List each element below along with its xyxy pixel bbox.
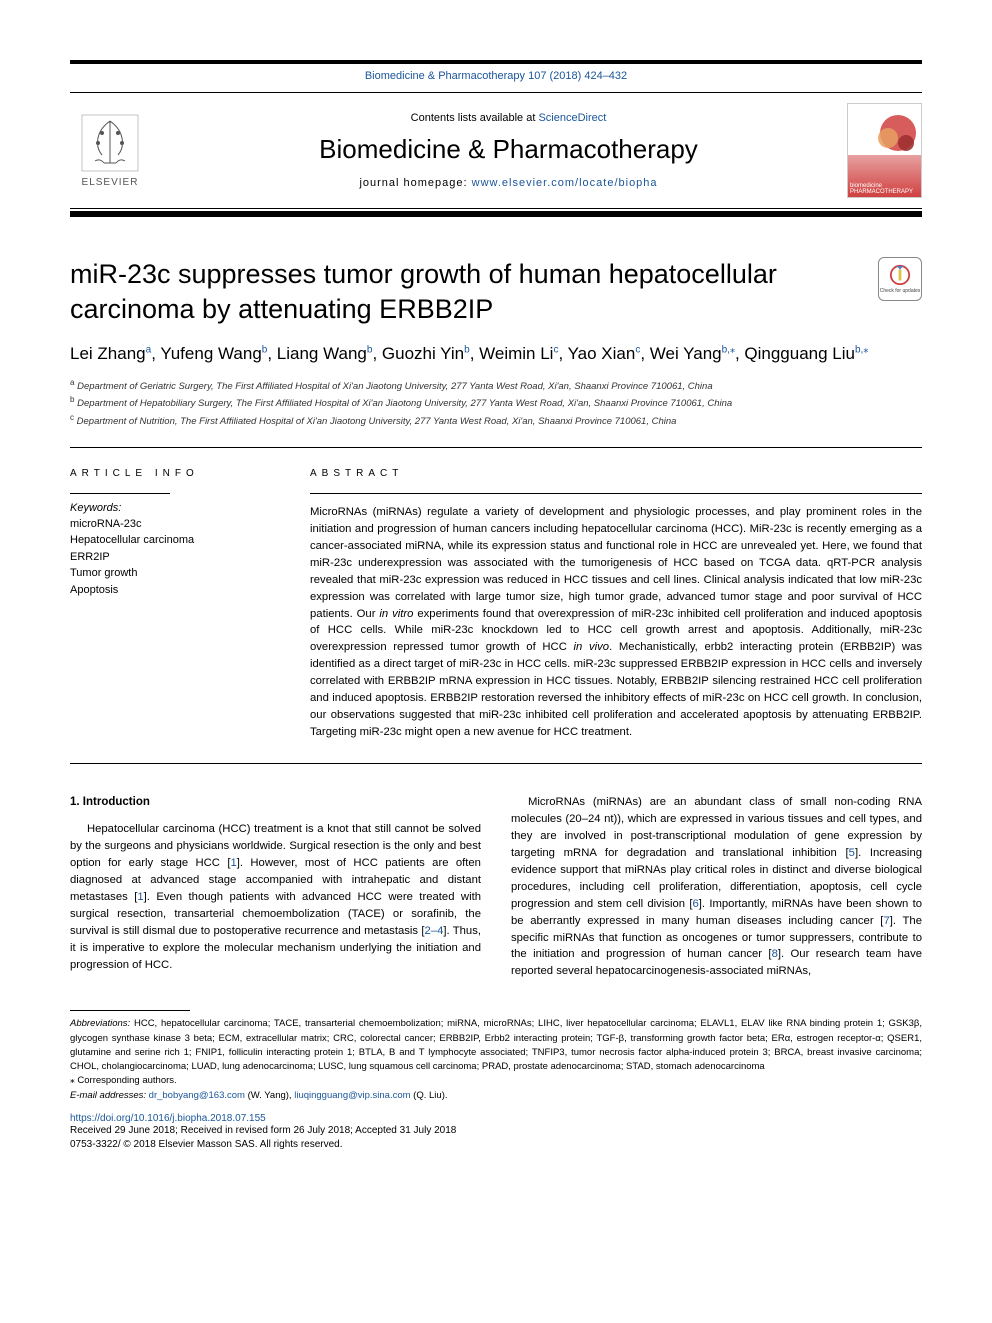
email1-who: (W. Yang), bbox=[245, 1090, 294, 1101]
journal-title: Biomedicine & Pharmacotherapy bbox=[170, 134, 847, 165]
affiliation-row: b Department of Hepatobiliary Surgery, T… bbox=[70, 394, 922, 411]
article-info-divider bbox=[70, 493, 170, 494]
divider-bottom bbox=[70, 763, 922, 764]
keywords-label: Keywords: bbox=[70, 502, 270, 514]
body-column-left: 1. Introduction Hepatocellular carcinoma… bbox=[70, 794, 481, 980]
section-heading: 1. Introduction bbox=[70, 794, 481, 811]
abbreviations-footnote: Abbreviations: HCC, hepatocellular carci… bbox=[70, 1017, 922, 1074]
article-info-label: ARTICLE INFO bbox=[70, 468, 270, 479]
ref-link[interactable]: 1 bbox=[230, 857, 236, 869]
email-label: E-mail addresses: bbox=[70, 1090, 149, 1101]
received-line: Received 29 June 2018; Received in revis… bbox=[70, 1124, 922, 1138]
ref-link[interactable]: 1 bbox=[137, 891, 143, 903]
doi-line: https://doi.org/10.1016/j.biopha.2018.07… bbox=[70, 1113, 922, 1124]
elsevier-label: ELSEVIER bbox=[82, 177, 139, 188]
abstract-text: MicroRNAs (miRNAs) regulate a variety of… bbox=[310, 504, 922, 741]
contents-prefix: Contents lists available at bbox=[411, 112, 539, 124]
article-info-column: ARTICLE INFO Keywords: microRNA-23cHepat… bbox=[70, 468, 270, 741]
email-footnote: E-mail addresses: dr_bobyang@163.com (W.… bbox=[70, 1089, 922, 1103]
doi-link[interactable]: https://doi.org/10.1016/j.biopha.2018.07… bbox=[70, 1113, 266, 1124]
divider-top bbox=[70, 447, 922, 448]
abstract-label: ABSTRACT bbox=[310, 468, 922, 479]
keyword-item: Tumor growth bbox=[70, 565, 270, 582]
corresponding-footnote: ⁎ Corresponding authors. bbox=[70, 1074, 922, 1088]
journal-reference-link[interactable]: Biomedicine & Pharmacotherapy 107 (2018)… bbox=[365, 70, 627, 82]
check-updates-label: Check for updates bbox=[880, 288, 921, 294]
body-paragraph-1: Hepatocellular carcinoma (HCC) treatment… bbox=[70, 821, 481, 973]
corresponding-text: Corresponding authors. bbox=[77, 1075, 176, 1086]
header-underbar bbox=[70, 211, 922, 217]
article-title: miR-23c suppresses tumor growth of human… bbox=[70, 257, 858, 327]
body-paragraph-2: MicroRNAs (miRNAs) are an abundant class… bbox=[511, 794, 922, 980]
email2-who: (Q. Liu). bbox=[411, 1090, 448, 1101]
check-updates-icon bbox=[889, 264, 911, 286]
section-title: Introduction bbox=[83, 796, 150, 808]
keyword-item: microRNA-23c bbox=[70, 516, 270, 533]
journal-cover-thumbnail: biomedicine PHARMACOTHERAPY bbox=[847, 103, 922, 198]
top-black-bar bbox=[70, 60, 922, 64]
email-link-1[interactable]: dr_bobyang@163.com bbox=[149, 1090, 245, 1101]
ref-link[interactable]: 2–4 bbox=[425, 925, 444, 937]
check-updates-badge[interactable]: Check for updates bbox=[878, 257, 922, 301]
body-column-right: MicroRNAs (miRNAs) are an abundant class… bbox=[511, 794, 922, 980]
journal-reference: Biomedicine & Pharmacotherapy 107 (2018)… bbox=[70, 70, 922, 82]
homepage-line: journal homepage: www.elsevier.com/locat… bbox=[170, 177, 847, 189]
email-link-2[interactable]: liuqingguang@vip.sina.com bbox=[294, 1090, 410, 1101]
copyright-line: 0753-3322/ © 2018 Elsevier Masson SAS. A… bbox=[70, 1138, 922, 1152]
journal-header: ELSEVIER Contents lists available at Sci… bbox=[70, 92, 922, 209]
elsevier-tree-icon bbox=[80, 113, 140, 173]
footnotes: Abbreviations: HCC, hepatocellular carci… bbox=[70, 1017, 922, 1103]
ref-link[interactable]: 5 bbox=[849, 847, 855, 859]
homepage-prefix: journal homepage: bbox=[359, 177, 471, 189]
ref-link[interactable]: 7 bbox=[883, 915, 889, 927]
author-list: Lei Zhanga, Yufeng Wangb, Liang Wangb, G… bbox=[70, 341, 922, 367]
elsevier-logo: ELSEVIER bbox=[70, 106, 150, 196]
homepage-link[interactable]: www.elsevier.com/locate/biopha bbox=[472, 177, 658, 189]
affiliations: a Department of Geriatric Surgery, The F… bbox=[70, 377, 922, 429]
cover-label: biomedicine PHARMACOTHERAPY bbox=[850, 183, 919, 195]
contents-available-line: Contents lists available at ScienceDirec… bbox=[170, 112, 847, 124]
ref-link[interactable]: 6 bbox=[692, 898, 698, 910]
abbrev-text: HCC, hepatocellular carcinoma; TACE, tra… bbox=[70, 1018, 922, 1072]
abbrev-label: Abbreviations: bbox=[70, 1018, 130, 1029]
affiliation-row: a Department of Geriatric Surgery, The F… bbox=[70, 377, 922, 394]
sciencedirect-link[interactable]: ScienceDirect bbox=[538, 112, 606, 124]
affiliation-row: c Department of Nutrition, The First Aff… bbox=[70, 412, 922, 429]
section-number: 1. bbox=[70, 796, 80, 808]
keyword-item: Hepatocellular carcinoma bbox=[70, 532, 270, 549]
keyword-item: ERR2IP bbox=[70, 549, 270, 566]
abstract-divider bbox=[310, 493, 922, 494]
body-columns: 1. Introduction Hepatocellular carcinoma… bbox=[70, 794, 922, 980]
keywords-list: microRNA-23cHepatocellular carcinomaERR2… bbox=[70, 516, 270, 599]
ref-link[interactable]: 8 bbox=[772, 948, 778, 960]
keyword-item: Apoptosis bbox=[70, 582, 270, 599]
abstract-column: ABSTRACT MicroRNAs (miRNAs) regulate a v… bbox=[310, 468, 922, 741]
footnote-divider bbox=[70, 1010, 190, 1011]
